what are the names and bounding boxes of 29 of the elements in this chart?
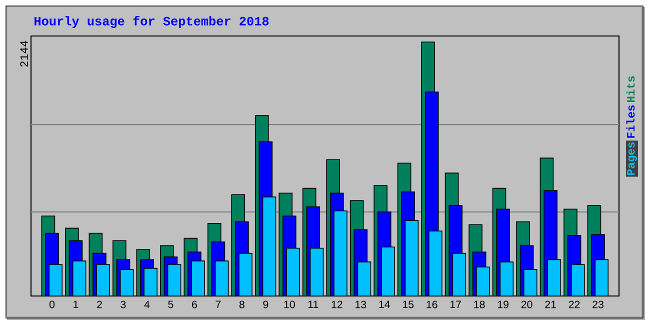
x-tick-label: 18 [474, 300, 485, 308]
chart-title: Hourly usage for September 2018 [34, 16, 269, 28]
x-tick-label: 8 [239, 300, 244, 308]
x-tick-label: 21 [545, 300, 556, 308]
x-tick-label: 4 [144, 300, 150, 308]
x-tick-label: 10 [284, 300, 295, 308]
x-tick-label: 23 [592, 300, 604, 308]
x-tick-label: 9 [263, 300, 268, 308]
x-tick-label: 14 [379, 300, 390, 308]
x-tick-label: 2 [97, 300, 102, 308]
x-tick-label: 16 [426, 300, 438, 308]
text: Pages [627, 142, 637, 175]
x-tick-label: 15 [402, 300, 414, 308]
x-tick-label: 13 [356, 300, 366, 308]
x-tick-label: 6 [192, 300, 197, 308]
x-tick-label: 20 [521, 300, 532, 308]
text: Hits [626, 76, 635, 102]
x-tick-label: 12 [332, 300, 342, 308]
x-tick-label: 19 [498, 300, 508, 308]
x-tick-label: 11 [308, 300, 318, 308]
x-tick-label: 3 [120, 300, 126, 308]
x-tick-label: 0 [49, 300, 55, 308]
x-tick-label: 22 [568, 300, 580, 308]
text: Files [626, 105, 635, 138]
x-tick-label: 7 [216, 300, 221, 308]
x-tick-label: 5 [168, 300, 174, 308]
x-tick-label: 17 [450, 300, 461, 308]
x-tick-label: 1 [74, 300, 78, 308]
text: 2144 [20, 40, 28, 67]
